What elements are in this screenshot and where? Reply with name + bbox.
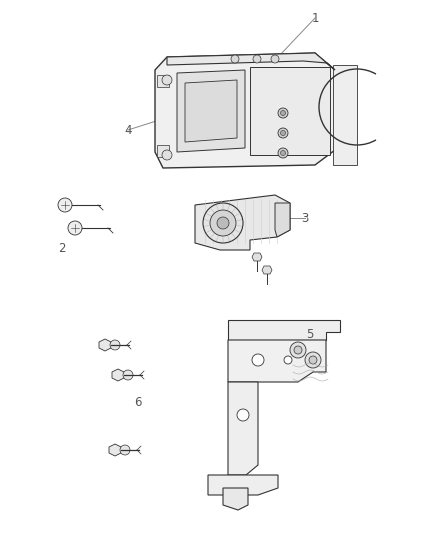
Circle shape bbox=[252, 354, 264, 366]
Circle shape bbox=[309, 356, 317, 364]
Circle shape bbox=[305, 352, 321, 368]
Text: 1: 1 bbox=[311, 12, 319, 25]
Circle shape bbox=[284, 356, 292, 364]
Circle shape bbox=[203, 203, 243, 243]
Circle shape bbox=[280, 150, 286, 156]
Polygon shape bbox=[275, 203, 290, 237]
Polygon shape bbox=[177, 70, 245, 152]
Text: 6: 6 bbox=[134, 395, 142, 408]
Polygon shape bbox=[195, 195, 290, 250]
Circle shape bbox=[58, 198, 72, 212]
Circle shape bbox=[123, 370, 133, 380]
Text: 3: 3 bbox=[301, 212, 309, 224]
Circle shape bbox=[231, 55, 239, 63]
Polygon shape bbox=[250, 67, 330, 155]
Polygon shape bbox=[223, 488, 248, 510]
Polygon shape bbox=[157, 145, 169, 157]
Circle shape bbox=[162, 150, 172, 160]
Polygon shape bbox=[262, 266, 272, 274]
Polygon shape bbox=[208, 475, 278, 495]
Text: 4: 4 bbox=[124, 124, 132, 136]
Polygon shape bbox=[252, 253, 262, 261]
Circle shape bbox=[210, 210, 236, 236]
Circle shape bbox=[278, 108, 288, 118]
Polygon shape bbox=[333, 65, 357, 165]
Polygon shape bbox=[228, 382, 258, 475]
Circle shape bbox=[110, 340, 120, 350]
Circle shape bbox=[280, 110, 286, 116]
Circle shape bbox=[278, 148, 288, 158]
Circle shape bbox=[278, 128, 288, 138]
Polygon shape bbox=[112, 369, 124, 381]
Polygon shape bbox=[228, 340, 326, 382]
Polygon shape bbox=[99, 339, 111, 351]
Circle shape bbox=[237, 409, 249, 421]
Circle shape bbox=[271, 55, 279, 63]
Polygon shape bbox=[167, 53, 335, 70]
Polygon shape bbox=[185, 80, 237, 142]
Text: 2: 2 bbox=[58, 241, 66, 254]
Text: 5: 5 bbox=[306, 328, 314, 342]
Polygon shape bbox=[157, 75, 169, 87]
Circle shape bbox=[290, 342, 306, 358]
Circle shape bbox=[162, 75, 172, 85]
Polygon shape bbox=[228, 320, 340, 340]
Polygon shape bbox=[109, 444, 121, 456]
Circle shape bbox=[294, 346, 302, 354]
Circle shape bbox=[280, 131, 286, 135]
Polygon shape bbox=[155, 53, 335, 168]
Circle shape bbox=[217, 217, 229, 229]
Circle shape bbox=[253, 55, 261, 63]
Circle shape bbox=[68, 221, 82, 235]
Circle shape bbox=[120, 445, 130, 455]
